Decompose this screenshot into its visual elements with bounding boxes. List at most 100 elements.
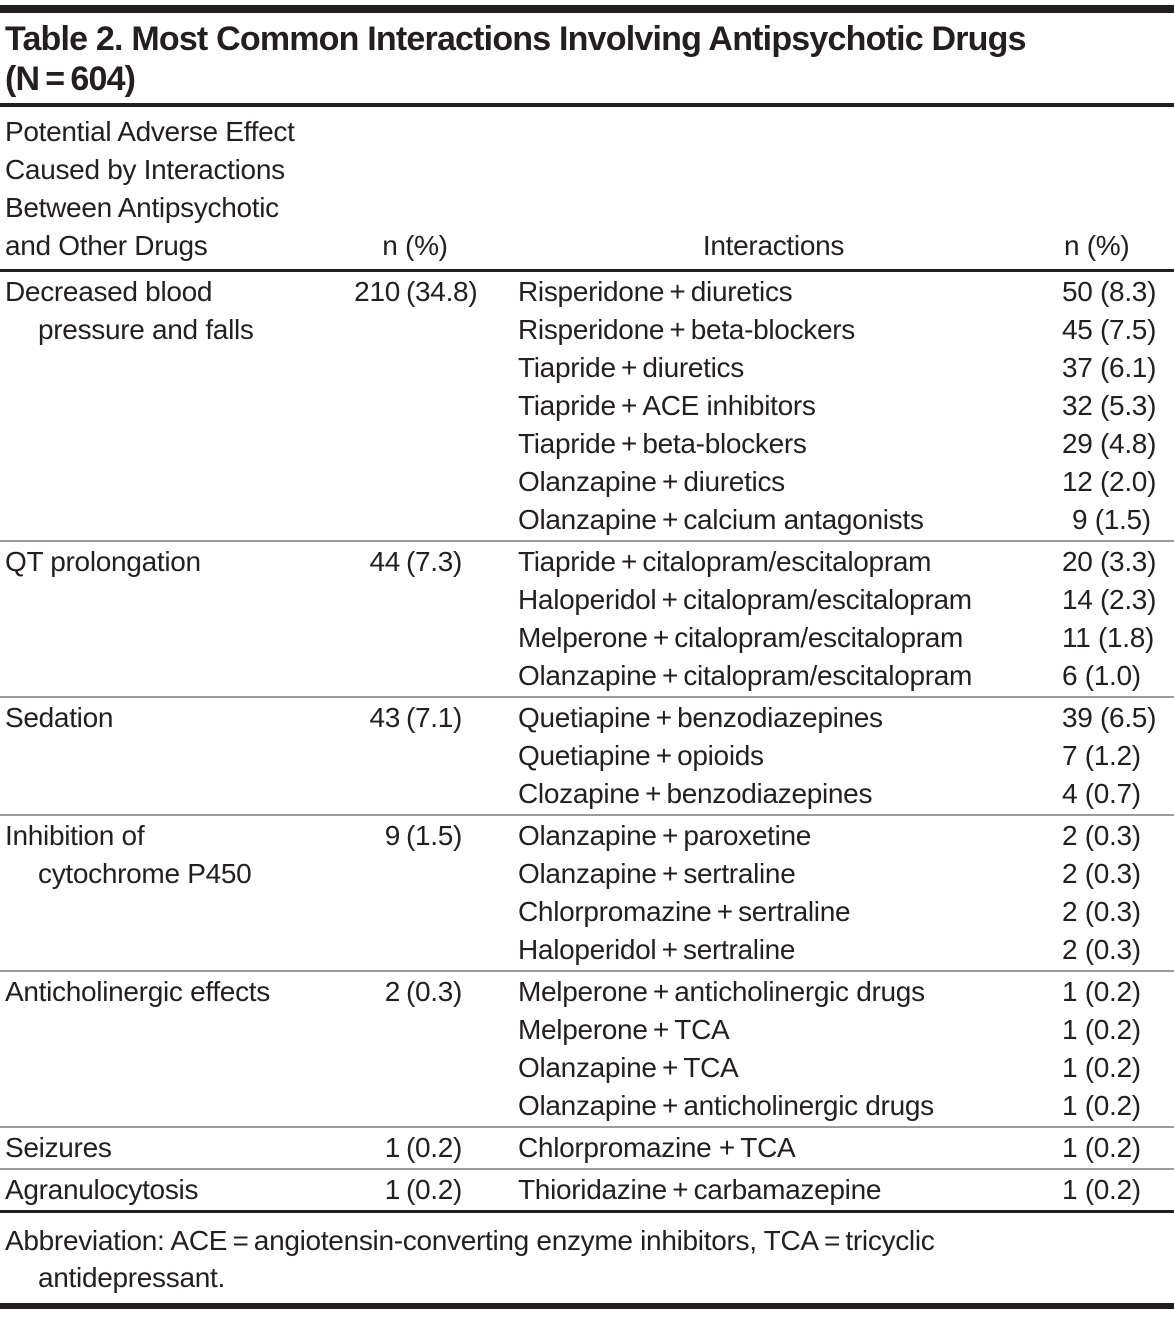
table-section-row: Agranulocytosis 1 (0.2) Thioridazine + carb…	[0, 1170, 1174, 1210]
interaction-n-pct: 14 (2.3)	[1062, 584, 1157, 615]
effect-total-cell: 210 (34.8)	[317, 273, 513, 539]
effect-total-pct: (7.1)	[406, 702, 463, 733]
interaction-pair: Risperidone + beta-blockers	[518, 314, 855, 345]
header-underline	[0, 269, 1174, 272]
effect-total-pct: (34.8)	[406, 276, 478, 307]
adverse-effect-cell: Agranulocytosis	[0, 1171, 317, 1209]
table-section-row: Anticholinergic effects 2 (0.3) Melperone +…	[0, 972, 1174, 1128]
interaction-values-cell: 1 (0.2) 1 (0.2) 1 (0.2) 1 (0.2)	[1062, 973, 1174, 1125]
interaction-values-cell: 20 (3.3) 14 (2.3) 11 (1.8) 6 (1.0)	[1062, 543, 1174, 695]
effect-total-pct: (0.2)	[406, 1132, 463, 1163]
adverse-effect-line: Anticholinergic effects	[5, 976, 270, 1007]
interaction-n-pct: 9 (1.5)	[1072, 504, 1151, 535]
effect-total-n: 2	[384, 976, 401, 1007]
interaction-pair: Quetiapine + opioids	[518, 740, 764, 771]
adverse-effect-cell: Anticholinergic effects	[0, 973, 317, 1125]
footnote-line2: antidepressant.	[38, 1262, 225, 1293]
interaction-n-pct: 2 (0.3)	[1062, 858, 1141, 889]
column-header-line: Potential Adverse Effect	[5, 116, 295, 147]
interaction-pair: Olanzapine + TCA	[518, 1052, 739, 1083]
effect-total-n: 9	[384, 820, 401, 851]
effect-total-cell: 43 (7.1)	[317, 699, 513, 813]
interaction-values-cell: 2 (0.3) 2 (0.3) 2 (0.3) 2 (0.3)	[1062, 817, 1174, 969]
column-header-line: Caused by Interactions	[5, 154, 285, 185]
effect-total-cell: 2 (0.3)	[317, 973, 513, 1125]
interaction-n-pct: 6 (1.0)	[1062, 660, 1141, 691]
interactions-cell: Olanzapine + paroxetine Olanzapine + sert…	[513, 817, 1062, 969]
interaction-n-pct: 20 (3.3)	[1062, 546, 1157, 577]
interaction-n-pct: 1 (0.2)	[1062, 1014, 1141, 1045]
interaction-n-pct: 50 (8.3)	[1062, 276, 1157, 307]
interaction-pair: Tiapride + ACE inhibitors	[518, 390, 816, 421]
table-title: Table 2. Most Common Interactions Involv…	[5, 19, 1169, 99]
interactions-cell: Quetiapine + benzodiazepines Quetiapine +…	[513, 699, 1062, 813]
adverse-effect-cell: Seizures	[0, 1129, 317, 1167]
interaction-pair: Melperone + citalopram/escitalopram	[518, 622, 964, 653]
interaction-n-pct: 11 (1.8)	[1062, 622, 1155, 653]
interaction-n-pct: 37 (6.1)	[1062, 352, 1157, 383]
interaction-n-pct: 1 (0.2)	[1062, 976, 1141, 1007]
column-header-line: Between Antipsychotic	[5, 192, 279, 223]
interactions-cell: Tiapride + citalopram/escitalopram Halope…	[513, 543, 1062, 695]
adverse-effect-line: Inhibition of	[5, 820, 145, 851]
column-header-interactions: Interactions	[702, 230, 845, 261]
adverse-effect-line: Seizures	[5, 1132, 112, 1163]
interaction-pair: Olanzapine + diuretics	[518, 466, 785, 497]
interaction-n-pct: 1 (0.2)	[1062, 1132, 1141, 1163]
table-title-line1: Table 2. Most Common Interactions Involv…	[5, 20, 1027, 58]
interaction-values-cell: 39 (6.5) 7 (1.2) 4 (0.7)	[1062, 699, 1174, 813]
adverse-effect-line: cytochrome P450	[38, 858, 252, 889]
interaction-pair: Olanzapine + calcium antagonists	[518, 504, 924, 535]
effect-total-n: 1	[384, 1174, 401, 1205]
adverse-effect-line: Decreased blood	[5, 276, 213, 307]
interaction-pair: Thioridazine + carbamazepine	[518, 1174, 882, 1205]
interaction-n-pct: 39 (6.5)	[1062, 702, 1157, 733]
effect-total-pct: (1.5)	[406, 820, 463, 851]
effect-total-n: 1	[384, 1132, 401, 1163]
column-header-adverse-effect: Potential Adverse Effect Caused by Inter…	[0, 113, 317, 265]
table-title-line2: (N = 604)	[5, 60, 136, 98]
interaction-pair: Haloperidol + citalopram/escitalopram	[518, 584, 972, 615]
column-header-line: and Other Drugs	[5, 230, 208, 261]
interaction-pair: Olanzapine + anticholinergic drugs	[518, 1090, 934, 1121]
interaction-pair: Melperone + TCA	[518, 1014, 730, 1045]
interaction-n-pct: 7 (1.2)	[1062, 740, 1141, 771]
column-header-row: Potential Adverse Effect Caused by Inter…	[0, 107, 1174, 269]
interaction-values-cell: 50 (8.3) 45 (7.5) 37 (6.1) 32 (5.3) 29 (4.8)…	[1062, 273, 1174, 539]
interaction-n-pct: 2 (0.3)	[1062, 820, 1141, 851]
bottom-rule-bar	[0, 1303, 1174, 1309]
adverse-effect-line: pressure and falls	[38, 314, 254, 345]
interaction-n-pct: 45 (7.5)	[1062, 314, 1157, 345]
footer-rule	[0, 1210, 1174, 1213]
interaction-n-pct: 12 (2.0)	[1062, 466, 1157, 497]
interactions-cell: Melperone + anticholinergic drugs Melpero…	[513, 973, 1062, 1125]
effect-total-n: 210	[354, 276, 400, 307]
title-underline	[0, 103, 1174, 107]
interaction-values-cell: 1 (0.2)	[1062, 1171, 1174, 1209]
adverse-effect-cell: Decreased blood pressure and falls	[0, 273, 317, 539]
effect-total-pct: (0.2)	[406, 1174, 463, 1205]
table-section-row: QT prolongation 44 (7.3) Tiapride + citalop…	[0, 542, 1174, 698]
interaction-values-cell: 1 (0.2)	[1062, 1129, 1174, 1167]
top-rule-bar	[0, 5, 1174, 13]
interactions-cell: Risperidone + diuretics Risperidone + bet…	[513, 273, 1062, 539]
abbreviation-footnote: Abbreviation: ACE = angiotensin-converti…	[0, 1213, 1174, 1296]
effect-total-cell: 9 (1.5)	[317, 817, 513, 969]
interaction-pair: Tiapride + beta-blockers	[518, 428, 807, 459]
interaction-n-pct: 2 (0.3)	[1062, 934, 1141, 965]
interaction-n-pct: 2 (0.3)	[1062, 896, 1141, 927]
interaction-n-pct: 4 (0.7)	[1062, 778, 1141, 809]
column-header-n-pct-left: n (%)	[382, 230, 448, 261]
table-section-row: Sedation 43 (7.1) Quetiapine + benzodiazepi…	[0, 698, 1174, 816]
interaction-pair: Tiapride + citalopram/escitalopram	[518, 546, 932, 577]
interaction-pair: Quetiapine + benzodiazepines	[518, 702, 883, 733]
interaction-n-pct: 1 (0.2)	[1062, 1090, 1141, 1121]
effect-total-cell: 44 (7.3)	[317, 543, 513, 695]
interaction-pair: Haloperidol + sertraline	[518, 934, 796, 965]
column-header-n-pct-right: n (%)	[1064, 230, 1130, 261]
effect-total-n: 43	[369, 702, 400, 733]
interaction-pair: Melperone + anticholinergic drugs	[518, 976, 925, 1007]
adverse-effect-line: Agranulocytosis	[5, 1174, 199, 1205]
interaction-pair: Olanzapine + paroxetine	[518, 820, 812, 851]
